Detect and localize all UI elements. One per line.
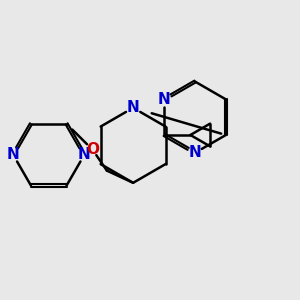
Text: O: O [86,142,99,158]
Text: N: N [127,100,140,115]
Text: N: N [7,147,20,162]
Text: N: N [189,145,201,160]
Text: N: N [158,92,170,107]
Text: N: N [78,147,91,162]
